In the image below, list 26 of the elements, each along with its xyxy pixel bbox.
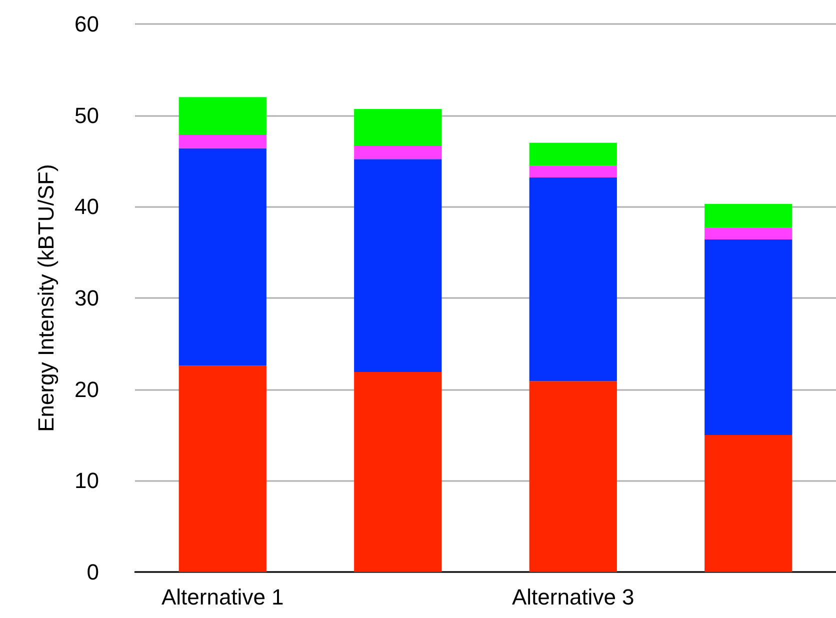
bar (704, 435, 792, 572)
bar (354, 145, 442, 160)
bar (354, 108, 442, 146)
bar (178, 366, 266, 572)
x-tick-label: Alternative 1 (161, 584, 284, 610)
bar (704, 228, 792, 240)
bar (529, 177, 617, 382)
y-axis-title: Energy Intensity (kBTU/SF) (34, 164, 58, 432)
bar (354, 159, 442, 372)
y-tick-label: 10 (74, 468, 99, 494)
bar (529, 166, 617, 178)
bar (178, 148, 266, 366)
bar (529, 381, 617, 572)
x-tick-label: Alternative 3 (512, 584, 634, 610)
y-tick-label: 40 (74, 194, 99, 220)
bar (704, 204, 792, 228)
bar (178, 97, 266, 135)
y-tick-label: 60 (74, 12, 99, 36)
y-tick-label: 0 (86, 560, 99, 584)
bar (704, 240, 792, 435)
bar (178, 134, 266, 148)
y-tick-label: 50 (74, 102, 99, 128)
bar (529, 142, 617, 166)
y-tick-label: 20 (74, 376, 99, 402)
bar (354, 372, 442, 572)
y-tick-label: 30 (74, 286, 99, 310)
